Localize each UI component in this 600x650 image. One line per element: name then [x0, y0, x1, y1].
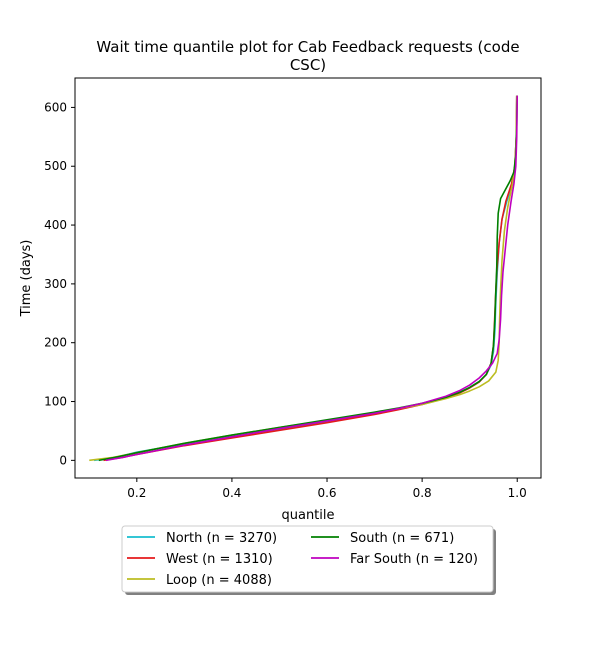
legend-label-1: West (n = 1310)	[166, 552, 273, 567]
series-layer	[89, 95, 519, 462]
ticks-layer: 0.2 0.4 0.6 0.8 1.0 0 100 200 300 400 500 600	[44, 100, 527, 500]
x-tick-label: 0.4	[222, 486, 241, 500]
legend-label-4: Far South (n = 120)	[350, 552, 478, 567]
chart-title: Wait time quantile plot for Cab Feedback…	[96, 38, 519, 74]
legend-label-2: Loop (n = 4088)	[166, 573, 272, 588]
x-tick-label: 0.2	[127, 486, 146, 500]
x-tick-label: 0.8	[413, 486, 432, 500]
series-line-3	[98, 95, 519, 462]
series-line-0	[93, 95, 518, 462]
y-tick-label: 300	[44, 277, 67, 291]
legend-items: North (n = 3270) West (n = 1310) Loop (n =…	[127, 531, 478, 588]
y-tick-label: 0	[59, 453, 67, 467]
y-tick-label: 600	[44, 100, 67, 114]
series-line-2	[89, 95, 518, 462]
legend: North (n = 3270) West (n = 1310) Loop (n =…	[121, 525, 496, 595]
y-tick-label: 100	[44, 395, 67, 409]
y-tick-label: 500	[44, 159, 67, 173]
x-tick-label: 1.0	[508, 486, 527, 500]
legend-label-0: North (n = 3270)	[166, 531, 277, 546]
y-axis-label: Time (days)	[19, 240, 34, 318]
legend-label-3: South (n = 671)	[350, 531, 454, 546]
y-tick-label: 400	[44, 218, 67, 232]
chart-title-line-2: CSC)	[290, 56, 326, 74]
x-tick-label: 0.6	[317, 486, 336, 500]
legend-box	[121, 525, 494, 593]
chart-title-line-1: Wait time quantile plot for Cab Feedback…	[96, 38, 519, 56]
series-line-4	[105, 95, 519, 462]
x-axis-label: quantile	[281, 508, 334, 523]
series-line-1	[103, 95, 518, 462]
y-tick-label: 200	[44, 336, 67, 350]
plot-frame	[74, 77, 542, 479]
